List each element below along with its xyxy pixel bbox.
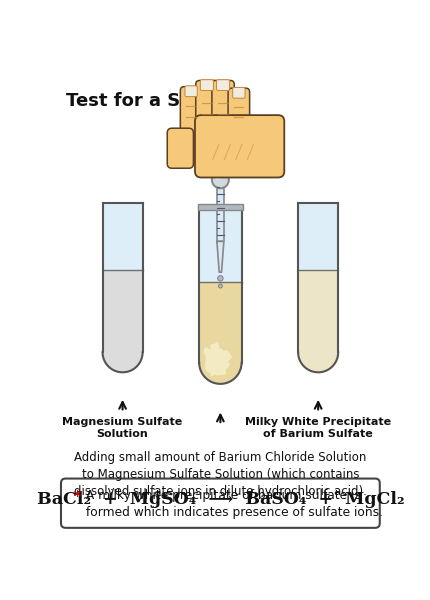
FancyBboxPatch shape [180, 86, 202, 134]
FancyBboxPatch shape [61, 479, 380, 528]
Circle shape [218, 284, 222, 288]
FancyBboxPatch shape [212, 80, 234, 134]
Text: BaCl₂  +  MgSO₄  ⟶  BaSO₄  +  MgCl₂: BaCl₂ + MgSO₄ ⟶ BaSO₄ + MgCl₂ [37, 491, 404, 508]
FancyBboxPatch shape [200, 80, 213, 91]
FancyBboxPatch shape [228, 88, 250, 134]
Bar [298, 203, 338, 270]
Bar [103, 270, 143, 352]
FancyBboxPatch shape [195, 115, 284, 178]
Polygon shape [103, 352, 143, 372]
FancyBboxPatch shape [167, 128, 194, 168]
Bar [199, 281, 242, 362]
FancyBboxPatch shape [196, 80, 218, 134]
Bar [198, 203, 243, 210]
Bar [103, 203, 143, 270]
Bar [298, 270, 338, 352]
Polygon shape [199, 362, 242, 384]
FancyBboxPatch shape [217, 80, 230, 91]
Polygon shape [298, 352, 338, 372]
Text: A milky white precipitate of barium sulfate is
 formed which indicates presence : A milky white precipitate of barium sulf… [82, 488, 383, 518]
FancyBboxPatch shape [233, 88, 245, 98]
Text: Test for a Sulfate: Test for a Sulfate [66, 92, 240, 110]
Polygon shape [217, 241, 224, 272]
Circle shape [212, 172, 229, 188]
Text: Milky White Precipitate
of Barium Sulfate: Milky White Precipitate of Barium Sulfat… [245, 417, 391, 439]
Text: Magnesium Sulfate
Solution: Magnesium Sulfate Solution [62, 417, 183, 439]
Polygon shape [204, 343, 231, 376]
Circle shape [215, 173, 221, 180]
Bar [199, 207, 242, 281]
Circle shape [218, 275, 223, 281]
FancyBboxPatch shape [185, 86, 197, 97]
Text: *: * [74, 488, 81, 503]
Text: Adding small amount of Barium Chloride Solution
to Magnesium Sulfate Solution (w: Adding small amount of Barium Chloride S… [74, 451, 367, 498]
Bar [217, 188, 224, 241]
